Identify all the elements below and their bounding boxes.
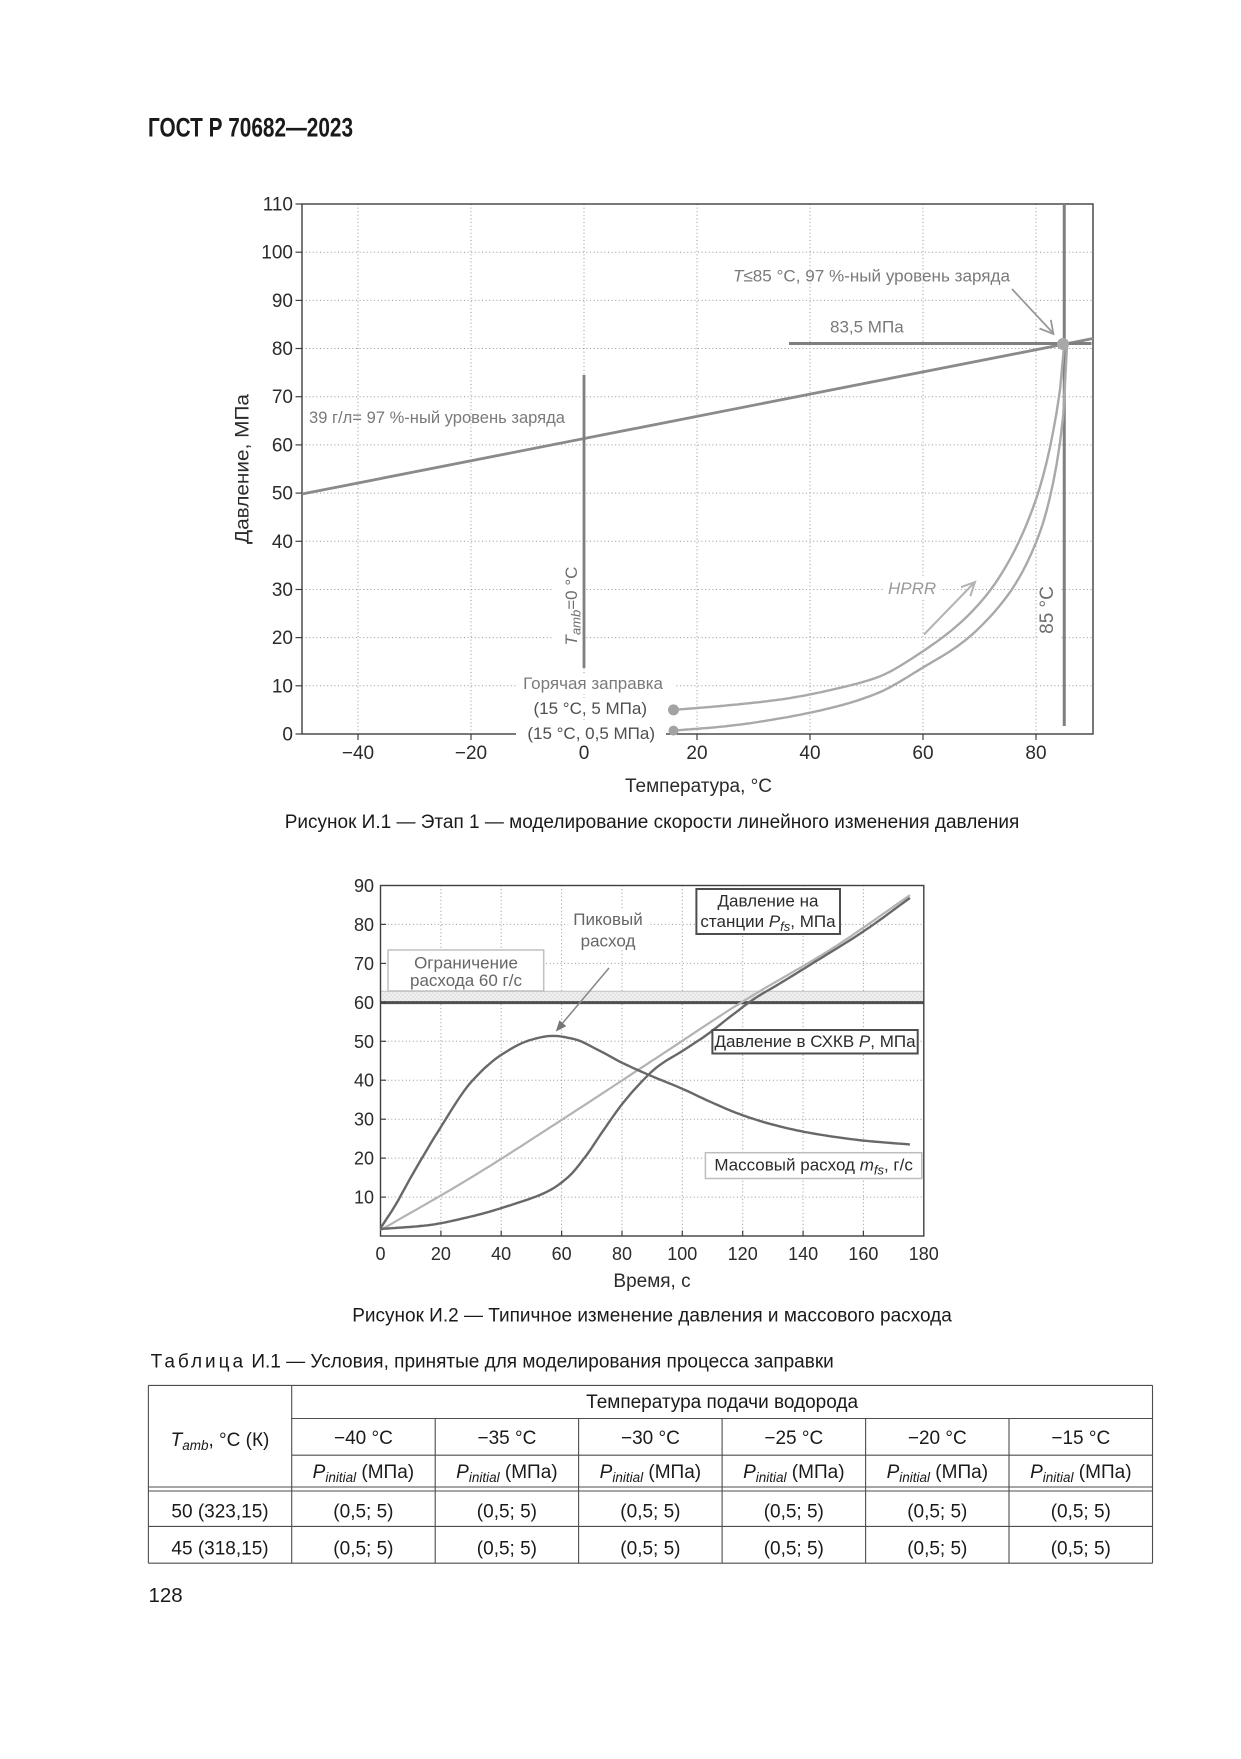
svg-text:Рисунок И.1 — Этап 1 — моделир: Рисунок И.1 — Этап 1 — моделирование ско… (285, 812, 1020, 833)
svg-text:HPRR: HPRR (888, 579, 936, 598)
svg-text:45 (318,15): 45 (318,15) (171, 1539, 268, 1560)
svg-text:(0,5; 5): (0,5; 5) (333, 1539, 393, 1560)
svg-text:40: 40 (354, 1071, 374, 1091)
svg-text:(0,5; 5): (0,5; 5) (1051, 1502, 1111, 1523)
svg-text:20: 20 (686, 743, 707, 764)
svg-text:(15 °С, 0,5 МПа): (15 °С, 0,5 МПа) (527, 724, 655, 743)
svg-text:Таблица И.1 — Условия, принят: Таблица И.1 — Условия, принятые для моде… (151, 1352, 834, 1373)
svg-text:(0,5; 5): (0,5; 5) (907, 1539, 967, 1560)
svg-text:100: 100 (261, 243, 293, 264)
svg-text:70: 70 (354, 954, 374, 974)
svg-text:−25 °С: −25 °С (764, 1428, 823, 1449)
svg-text:Массовый расход mfs, г/с: Массовый расход mfs, г/с (714, 1156, 913, 1178)
svg-text:Tamb=0 °С: Tamb=0 °С (562, 567, 584, 646)
svg-text:станции Pfs, МПа: станции Pfs, МПа (700, 912, 836, 934)
svg-text:39 г/л= 97 %-ный уровень заряд: 39 г/л= 97 %-ный уровень заряда (309, 408, 566, 427)
svg-text:−40: −40 (342, 743, 374, 764)
svg-text:40: 40 (272, 532, 293, 553)
svg-text:40: 40 (799, 743, 820, 764)
svg-text:160: 160 (848, 1244, 878, 1264)
svg-text:Пиковый: Пиковый (573, 910, 643, 929)
svg-text:Горячая заправка: Горячая заправка (523, 674, 663, 693)
svg-text:Давление на: Давление на (718, 892, 819, 911)
svg-text:−20 °С: −20 °С (908, 1428, 967, 1449)
svg-text:−35 °С: −35 °С (477, 1428, 536, 1449)
svg-text:Pinitial (МПа): Pinitial (МПа) (1030, 1462, 1131, 1485)
svg-text:85 °С: 85 °С (1037, 586, 1058, 634)
svg-text:20: 20 (272, 628, 293, 649)
svg-text:20: 20 (354, 1149, 374, 1169)
svg-text:120: 120 (728, 1244, 758, 1264)
svg-text:180: 180 (909, 1244, 939, 1264)
svg-text:0: 0 (282, 725, 293, 746)
svg-text:110: 110 (263, 195, 293, 216)
svg-text:10: 10 (354, 1188, 374, 1208)
svg-text:(0,5; 5): (0,5; 5) (620, 1502, 680, 1523)
svg-text:−15 °С: −15 °С (1051, 1428, 1110, 1449)
svg-text:Время, с: Время, с (613, 1271, 690, 1292)
svg-text:расхода 60 г/с: расхода 60 г/с (410, 971, 522, 990)
svg-text:(0,5; 5): (0,5; 5) (477, 1502, 537, 1523)
svg-text:80: 80 (612, 1244, 632, 1264)
svg-text:80: 80 (1025, 743, 1046, 764)
svg-text:(0,5; 5): (0,5; 5) (333, 1502, 393, 1523)
svg-text:(0,5; 5): (0,5; 5) (1051, 1539, 1111, 1560)
svg-text:83,5 МПа: 83,5 МПа (830, 317, 904, 336)
svg-text:80: 80 (272, 339, 293, 360)
svg-text:60: 60 (272, 435, 293, 456)
svg-text:(15 °С, 5 МПа): (15 °С, 5 МПа) (534, 699, 648, 718)
svg-text:ГОСТ Р 70682—2023: ГОСТ Р 70682—2023 (148, 112, 353, 142)
svg-text:50: 50 (272, 484, 293, 505)
svg-text:60: 60 (354, 993, 374, 1013)
svg-text:Рисунок И.2 — Типичное изменен: Рисунок И.2 — Типичное изменение давлени… (352, 1306, 952, 1327)
svg-text:128: 128 (149, 1584, 183, 1607)
svg-text:−30 °С: −30 °С (621, 1428, 680, 1449)
svg-text:Pinitial (МПа): Pinitial (МПа) (887, 1462, 988, 1485)
svg-text:0: 0 (579, 743, 590, 764)
svg-text:60: 60 (552, 1244, 572, 1264)
svg-text:90: 90 (272, 291, 293, 312)
svg-text:80: 80 (354, 915, 374, 935)
svg-text:(0,5; 5): (0,5; 5) (620, 1539, 680, 1560)
svg-text:0: 0 (375, 1244, 385, 1264)
svg-text:60: 60 (912, 743, 933, 764)
svg-text:Ограничение: Ограничение (414, 954, 518, 973)
svg-text:−40 °С: −40 °С (334, 1428, 393, 1449)
svg-text:10: 10 (272, 676, 293, 697)
svg-text:30: 30 (272, 580, 293, 601)
svg-text:Pinitial (МПа): Pinitial (МПа) (743, 1462, 844, 1485)
svg-text:Температура, °С: Температура, °С (625, 776, 772, 797)
svg-text:(0,5; 5): (0,5; 5) (764, 1539, 824, 1560)
svg-text:30: 30 (354, 1110, 374, 1130)
svg-text:Pinitial (МПа): Pinitial (МПа) (456, 1462, 557, 1485)
svg-text:Tamb, °С (К): Tamb, °С (К) (171, 1430, 270, 1453)
svg-text:Pinitial (МПа): Pinitial (МПа) (313, 1462, 414, 1485)
svg-text:(0,5; 5): (0,5; 5) (907, 1502, 967, 1523)
svg-text:(0,5; 5): (0,5; 5) (764, 1502, 824, 1523)
svg-text:90: 90 (354, 876, 374, 896)
svg-text:Давление, МПа: Давление, МПа (233, 394, 254, 544)
svg-text:70: 70 (272, 387, 293, 408)
svg-text:20: 20 (431, 1244, 451, 1264)
svg-text:Давление в СХКВ P, МПа: Давление в СХКВ P, МПа (714, 1032, 916, 1051)
svg-text:40: 40 (491, 1244, 511, 1264)
svg-text:100: 100 (667, 1244, 697, 1264)
svg-text:50: 50 (354, 1032, 374, 1052)
svg-text:T≤85 °С, 97 %-ный уровень заря: T≤85 °С, 97 %-ный уровень заряда (733, 267, 1011, 286)
svg-text:50 (323,15): 50 (323,15) (171, 1502, 268, 1523)
svg-text:Температура подачи водорода: Температура подачи водорода (586, 1392, 858, 1413)
svg-text:140: 140 (788, 1244, 818, 1264)
svg-text:−20: −20 (455, 743, 487, 764)
svg-text:расход: расход (581, 932, 636, 951)
svg-text:Pinitial (МПа): Pinitial (МПа) (600, 1462, 701, 1485)
svg-text:(0,5; 5): (0,5; 5) (477, 1539, 537, 1560)
